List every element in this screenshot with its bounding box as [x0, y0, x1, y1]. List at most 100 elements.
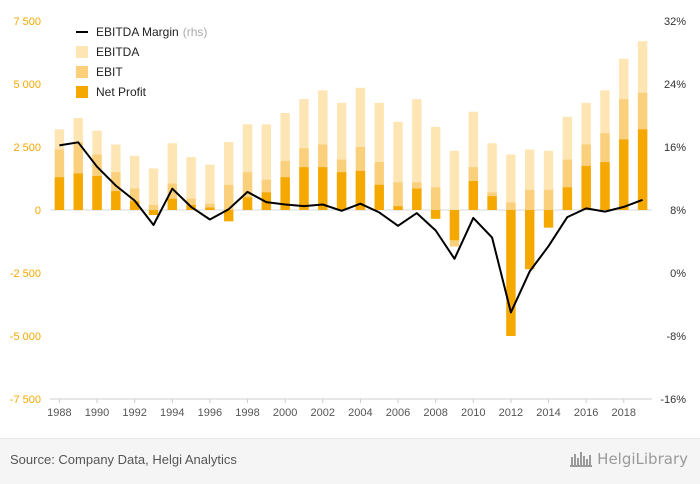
bar-ebitda-2006 [393, 121, 403, 210]
legend-label-text: EBIT [96, 65, 123, 79]
footer: Source: Company Data, Helgi Analytics He… [0, 438, 700, 484]
bar-net-profit-2011 [487, 196, 497, 210]
bar-net-profit-2008 [430, 210, 441, 219]
brand-logo[interactable]: HelgiLibrary [569, 449, 688, 469]
bar-ebitda-2005 [374, 102, 384, 210]
y-right-tick-label: -16% [660, 394, 686, 406]
legend-swatch-box [76, 46, 88, 58]
x-tick-label: 2002 [311, 407, 335, 419]
bar-ebitda-1992 [129, 155, 140, 210]
bar-net-profit-2006 [393, 206, 403, 210]
line-ebitda-margin [59, 141, 643, 314]
bar-net-profit-1989 [73, 173, 83, 210]
bar-ebitda-1993 [148, 168, 159, 210]
bar-ebit-1997 [224, 184, 234, 210]
y-left-tick-label: -7 500 [10, 394, 41, 406]
bar-net-profit-1998 [242, 197, 253, 210]
x-tick-label: 2000 [273, 407, 297, 419]
bar-ebitda-2013 [525, 149, 535, 210]
bar-ebit-2015 [562, 159, 573, 210]
bar-ebitda-1997 [224, 141, 234, 210]
x-tick-label: 2016 [574, 407, 598, 419]
y-left-tick-label: 5 000 [13, 79, 41, 91]
library-icon [570, 452, 593, 467]
bar-ebit-2006 [393, 182, 403, 210]
x-tick-label: 2012 [499, 407, 523, 419]
bar-ebit-2014 [543, 189, 554, 210]
bar-net-profit-1997 [224, 210, 234, 222]
bar-net-profit-1992 [129, 201, 140, 210]
bar-ebitda-1996 [205, 164, 215, 210]
legend-swatch-box [76, 86, 88, 98]
source-note: Source: Company Data, Helgi Analytics [10, 452, 237, 467]
bar-net-profit-1994 [167, 198, 177, 210]
brand-name: HelgiLibrary [597, 450, 688, 468]
x-tick-label: 2008 [423, 407, 447, 419]
bar-net-profit-1996 [205, 207, 215, 210]
legend-label-suffix: (rhs) [183, 25, 208, 39]
x-tick-label: 2010 [461, 407, 485, 419]
x-tick-label: 2006 [386, 407, 410, 419]
x-tick-label: 1992 [122, 407, 146, 419]
bar-ebitda-2014 [543, 150, 554, 210]
y-left-tick-label: -2 500 [10, 268, 41, 280]
x-tick-label: 1988 [47, 407, 71, 419]
legend-swatch-box [76, 66, 88, 78]
bar-ebitda-1995 [186, 157, 196, 210]
bar-net-profit-2004 [355, 170, 366, 210]
y-right-tick-label: 16% [664, 142, 686, 154]
bar-ebitda-1994 [167, 143, 177, 210]
bar-net-profit-2016 [581, 165, 591, 210]
bar-ebitda-2012 [506, 154, 516, 210]
bar-ebitda-2003 [336, 102, 347, 210]
y-left-tick-label: 0 [35, 205, 41, 217]
bar-net-profit-2014 [543, 210, 554, 228]
bar-net-profit-1990 [92, 175, 102, 210]
bar-net-profit-2005 [374, 184, 384, 210]
bar-net-profit-2019 [637, 129, 648, 210]
bar-net-profit-2015 [562, 187, 573, 210]
bar-net-profit-2013 [525, 210, 535, 270]
bar-ebitda-1999 [261, 124, 272, 210]
y-left-tick-label: 7 500 [13, 16, 41, 28]
bar-net-profit-1993 [148, 210, 159, 216]
x-tick-label: 2004 [348, 407, 372, 419]
bar-ebitda-2011 [487, 143, 497, 210]
bar-net-profit-2017 [600, 162, 610, 210]
bar-net-profit-2018 [619, 139, 629, 210]
y-left-tick-label: -5 000 [10, 331, 41, 343]
bar-ebitda-2009 [449, 150, 460, 210]
bar-ebit-2008 [430, 187, 441, 210]
bar-ebitda-2008 [430, 126, 441, 210]
bar-ebit-1994 [167, 183, 177, 210]
y-right-tick-label: 0% [670, 268, 686, 280]
legend-label-text: EBITDA Margin [96, 25, 179, 39]
bar-ebit-1993 [148, 204, 159, 210]
legend-label: Net Profit [96, 85, 147, 99]
bar-net-profit-2010 [468, 181, 478, 210]
chart: 7 500 5 000 2 500 0 -2 500 -5 000 -7 500 32% 24%… [10, 16, 686, 419]
bar-net-profit-2001 [299, 167, 309, 210]
bar-ebit-1996 [205, 203, 215, 210]
x-tick-label: 1996 [198, 407, 222, 419]
bar-net-profit-1988 [54, 177, 65, 210]
y-right-tick-label: 24% [664, 79, 686, 91]
bar-net-profit-2000 [280, 177, 290, 210]
y-right-tick-label: 8% [670, 205, 686, 217]
legend-label: EBITDA Margin (rhs) [96, 25, 207, 39]
bar-ebitda-2010 [468, 111, 478, 210]
legend-label: EBITDA [96, 45, 139, 59]
bar-ebit-2013 [525, 189, 535, 210]
bar-ebitda-1998 [242, 124, 253, 210]
bar-net-profit-2002 [318, 167, 328, 210]
x-tick-label: 2014 [536, 407, 560, 419]
bar-ebit-1995 [186, 198, 196, 210]
legend-label-text: EBITDA [96, 45, 139, 59]
bar-net-profit-2003 [336, 172, 347, 210]
bar-net-profit-2007 [412, 188, 422, 210]
x-tick-label: 1990 [85, 407, 109, 419]
y-right-tick-label: -8% [666, 331, 686, 343]
x-tick-label: 1994 [160, 407, 184, 419]
y-right-tick-label: 32% [664, 16, 686, 28]
y-left-tick-label: 2 500 [13, 142, 41, 154]
